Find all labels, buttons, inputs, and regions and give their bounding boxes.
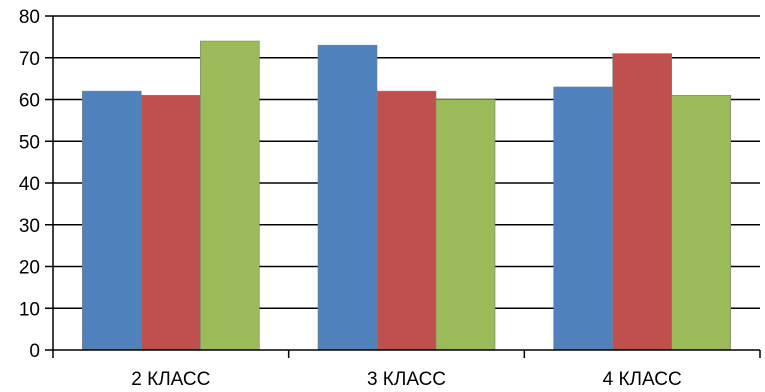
- axes: [45, 15, 761, 358]
- x-tick-label: 3 КЛАСС: [367, 369, 446, 390]
- y-tick-labels: 0 10 20 30 40 50 60 70 80: [19, 7, 40, 362]
- y-tick-label: 60: [19, 91, 40, 112]
- bar: [435, 99, 496, 351]
- bar: [553, 86, 613, 351]
- bar: [141, 95, 201, 351]
- y-tick-label: 40: [19, 174, 40, 195]
- x-tick-label: 2 КЛАСС: [131, 369, 210, 390]
- y-tick-label: 20: [19, 258, 40, 279]
- bars: [82, 40, 731, 351]
- y-tick-label: 0: [29, 341, 40, 362]
- y-tick-label: 50: [19, 132, 40, 153]
- y-tick-label: 80: [19, 7, 40, 28]
- bar: [612, 53, 672, 351]
- bar: [671, 95, 731, 351]
- bar: [376, 90, 437, 351]
- bar: [200, 40, 260, 351]
- x-tick-labels: 2 КЛАСС 3 КЛАСС 4 КЛАСС: [131, 369, 681, 390]
- y-tick-label: 10: [19, 299, 40, 320]
- y-tick-label: 30: [19, 216, 40, 237]
- bar: [82, 90, 142, 351]
- x-tick-label: 4 КЛАСС: [603, 369, 682, 390]
- y-tick-label: 70: [19, 49, 40, 70]
- bar: [317, 44, 378, 351]
